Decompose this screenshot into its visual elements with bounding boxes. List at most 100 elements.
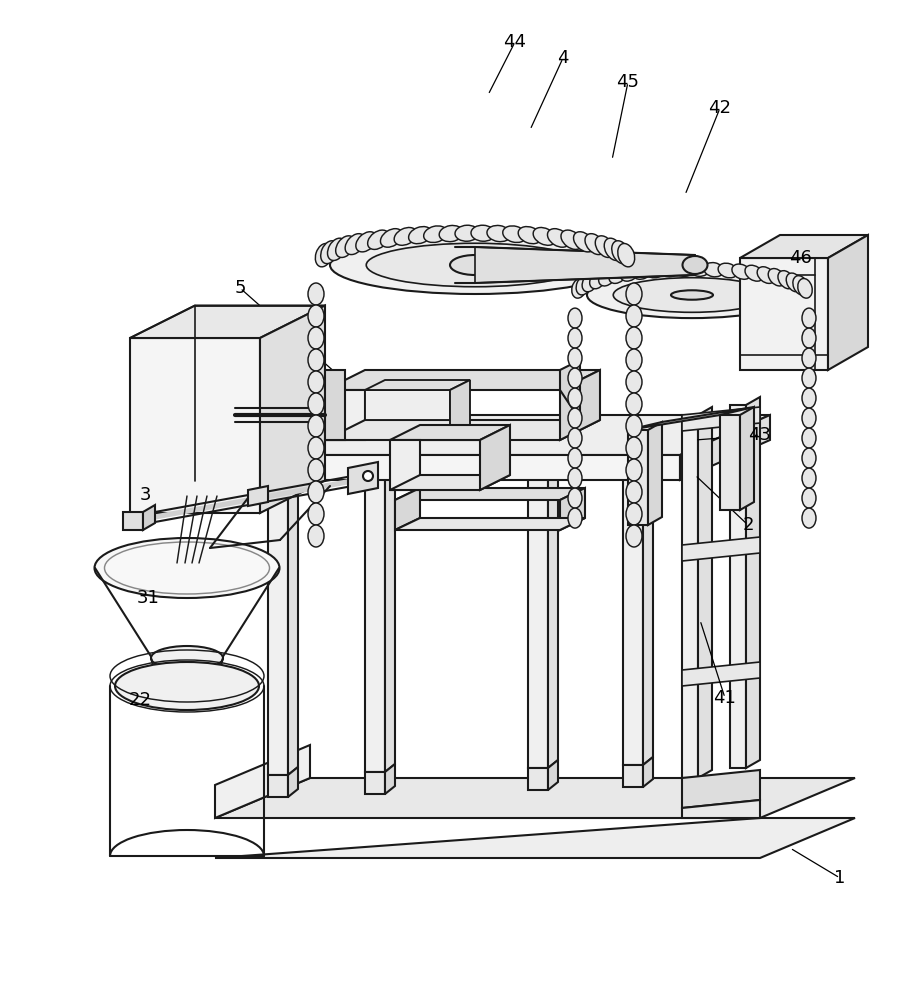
Polygon shape	[740, 258, 828, 370]
Text: 5: 5	[234, 279, 246, 297]
Text: 41: 41	[713, 689, 736, 707]
Text: 31: 31	[137, 589, 160, 607]
Polygon shape	[680, 415, 770, 480]
Polygon shape	[395, 488, 585, 500]
Polygon shape	[385, 470, 395, 772]
Ellipse shape	[757, 267, 775, 283]
Polygon shape	[395, 488, 420, 530]
Polygon shape	[643, 757, 653, 787]
Ellipse shape	[690, 262, 709, 276]
Polygon shape	[130, 306, 325, 338]
Ellipse shape	[308, 437, 324, 459]
Ellipse shape	[547, 229, 569, 247]
Ellipse shape	[450, 255, 500, 275]
Ellipse shape	[308, 459, 324, 481]
Polygon shape	[682, 770, 760, 808]
Ellipse shape	[330, 236, 620, 294]
Ellipse shape	[786, 273, 801, 292]
Ellipse shape	[802, 408, 816, 428]
Ellipse shape	[626, 283, 642, 305]
Ellipse shape	[595, 236, 614, 257]
Ellipse shape	[621, 265, 639, 281]
Polygon shape	[560, 370, 600, 440]
Polygon shape	[390, 425, 510, 440]
Polygon shape	[746, 397, 760, 768]
Polygon shape	[260, 306, 325, 513]
Text: 2: 2	[742, 516, 754, 534]
Polygon shape	[325, 370, 345, 440]
Polygon shape	[235, 415, 770, 455]
Ellipse shape	[568, 308, 582, 328]
Ellipse shape	[626, 459, 642, 481]
Ellipse shape	[802, 448, 816, 468]
Text: 1: 1	[834, 869, 845, 887]
Ellipse shape	[626, 503, 642, 525]
Polygon shape	[560, 488, 585, 530]
Polygon shape	[475, 247, 695, 283]
Ellipse shape	[802, 508, 816, 528]
Polygon shape	[395, 518, 585, 530]
Ellipse shape	[612, 241, 629, 264]
Ellipse shape	[568, 428, 582, 448]
Polygon shape	[648, 422, 662, 525]
Ellipse shape	[308, 481, 324, 503]
Polygon shape	[480, 425, 510, 490]
Ellipse shape	[394, 227, 417, 245]
Polygon shape	[268, 775, 288, 797]
Polygon shape	[643, 460, 653, 765]
Ellipse shape	[671, 290, 713, 300]
Polygon shape	[325, 420, 600, 440]
Ellipse shape	[151, 646, 223, 670]
Ellipse shape	[308, 525, 324, 547]
Ellipse shape	[518, 227, 541, 244]
Polygon shape	[548, 462, 558, 768]
Polygon shape	[730, 405, 746, 768]
Ellipse shape	[568, 408, 582, 428]
Polygon shape	[385, 764, 395, 794]
Polygon shape	[288, 472, 298, 775]
Ellipse shape	[158, 676, 216, 696]
Ellipse shape	[609, 267, 627, 283]
Text: 4: 4	[558, 49, 569, 67]
Ellipse shape	[561, 230, 582, 249]
Ellipse shape	[802, 348, 816, 368]
Polygon shape	[365, 478, 385, 772]
Ellipse shape	[568, 368, 582, 388]
Ellipse shape	[802, 328, 816, 348]
Polygon shape	[268, 480, 288, 775]
Ellipse shape	[745, 265, 764, 281]
Polygon shape	[123, 512, 143, 530]
Ellipse shape	[308, 349, 324, 371]
Polygon shape	[560, 360, 580, 420]
Polygon shape	[623, 468, 643, 765]
Ellipse shape	[315, 243, 332, 267]
Polygon shape	[450, 380, 470, 440]
Ellipse shape	[587, 272, 797, 318]
Polygon shape	[130, 338, 260, 513]
Ellipse shape	[568, 448, 582, 468]
Ellipse shape	[626, 393, 642, 415]
Ellipse shape	[802, 368, 816, 388]
Ellipse shape	[660, 263, 680, 277]
Text: 42: 42	[709, 99, 732, 117]
Ellipse shape	[682, 256, 708, 274]
Ellipse shape	[778, 271, 794, 289]
Ellipse shape	[590, 271, 606, 289]
Polygon shape	[365, 772, 385, 794]
Ellipse shape	[568, 488, 582, 508]
Ellipse shape	[308, 393, 324, 415]
Ellipse shape	[633, 264, 652, 279]
Ellipse shape	[718, 263, 737, 278]
Text: 44: 44	[503, 33, 526, 51]
Polygon shape	[325, 390, 365, 440]
Ellipse shape	[381, 229, 403, 247]
Ellipse shape	[308, 371, 324, 393]
Polygon shape	[828, 235, 868, 370]
Ellipse shape	[455, 225, 479, 241]
Polygon shape	[248, 486, 268, 506]
Ellipse shape	[366, 243, 584, 287]
Polygon shape	[143, 505, 155, 530]
Ellipse shape	[613, 278, 771, 312]
Ellipse shape	[363, 471, 373, 481]
Polygon shape	[682, 415, 698, 778]
